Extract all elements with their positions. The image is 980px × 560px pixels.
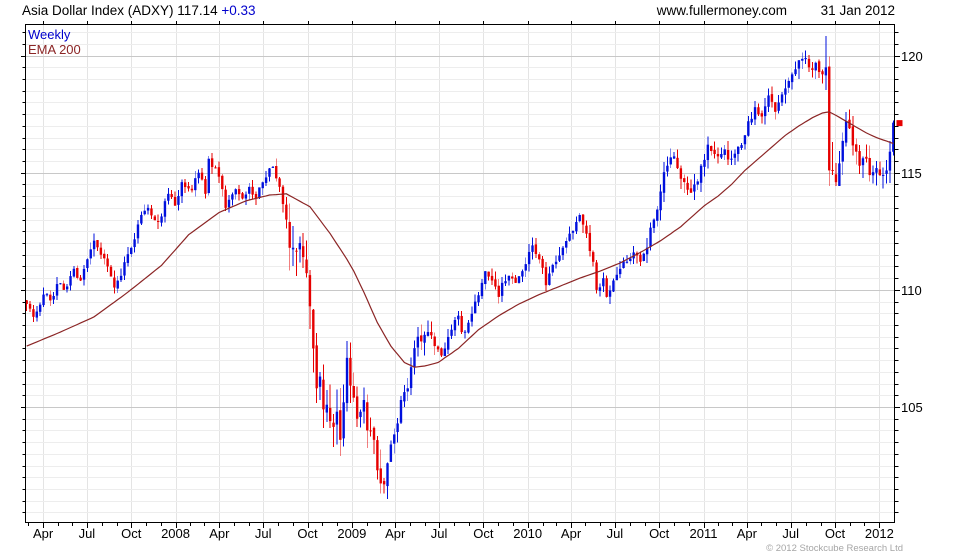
x-tick-label: Oct xyxy=(297,526,318,541)
x-tick-label: Oct xyxy=(649,526,670,541)
x-tick-label: Apr xyxy=(385,526,406,541)
price-change-badge: +0.33 xyxy=(221,3,256,18)
site-url-text: www.fullermoney.com xyxy=(656,3,787,18)
x-tick-label: Jul xyxy=(254,526,272,541)
legend-item-weekly: Weekly xyxy=(28,27,71,42)
legend: Weekly EMA 200 xyxy=(28,27,81,57)
x-tick-label: Jul xyxy=(430,526,448,541)
y-tick-label: 110 xyxy=(901,282,922,298)
x-tick-label: Jul xyxy=(782,526,800,541)
legend-item-ema-200: EMA 200 xyxy=(28,42,81,57)
y-tick-label: 105 xyxy=(901,400,923,416)
instrument-title: Asia Dollar Index (ADXY) 117.14 xyxy=(22,3,222,18)
x-tick-label: 2009 xyxy=(337,526,367,541)
x-tick-label: 2012 xyxy=(864,526,894,541)
x-tick-label: Apr xyxy=(32,526,54,541)
x-tick-label: 2008 xyxy=(161,526,190,541)
x-tick-label: Jul xyxy=(606,526,624,541)
copyright-notice: © 2012 Stockcube Research Ltd xyxy=(766,543,903,554)
x-tick-label: 2011 xyxy=(689,526,718,541)
x-tick-label: Apr xyxy=(209,526,230,541)
as-of-date: 31 Jan 2012 xyxy=(820,3,895,18)
x-tick-label: Oct xyxy=(824,526,846,541)
x-tick-label: Apr xyxy=(560,526,582,541)
x-tick-label: 2010 xyxy=(513,526,543,541)
y-tick-label: 115 xyxy=(901,165,922,181)
x-tick-label: Oct xyxy=(121,526,142,541)
x-tick-label: Oct xyxy=(473,526,494,541)
page-title: Asia Dollar Index (ADXY) 117.14 +0.33 xyxy=(22,3,256,18)
x-tick-label: Apr xyxy=(736,526,757,541)
x-tick-label: Jul xyxy=(78,526,96,541)
y-tick-label: 120 xyxy=(901,48,923,64)
